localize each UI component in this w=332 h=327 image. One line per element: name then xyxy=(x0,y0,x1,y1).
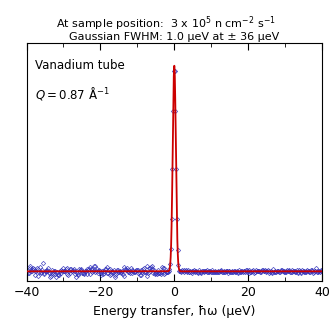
Text: $Q = 0.87$ Å$^{-1}$: $Q = 0.87$ Å$^{-1}$ xyxy=(36,85,110,102)
X-axis label: Energy transfer, ħω (μeV): Energy transfer, ħω (μeV) xyxy=(93,305,256,318)
Text: Vanadium tube: Vanadium tube xyxy=(36,59,125,72)
Text: At sample position:  3 x 10$^5$ n cm$^{-2}$ s$^{-1}$: At sample position: 3 x 10$^5$ n cm$^{-2… xyxy=(56,15,276,33)
Title: Gaussian FWHM: 1.0 μeV at ± 36 μeV: Gaussian FWHM: 1.0 μeV at ± 36 μeV xyxy=(69,32,280,42)
